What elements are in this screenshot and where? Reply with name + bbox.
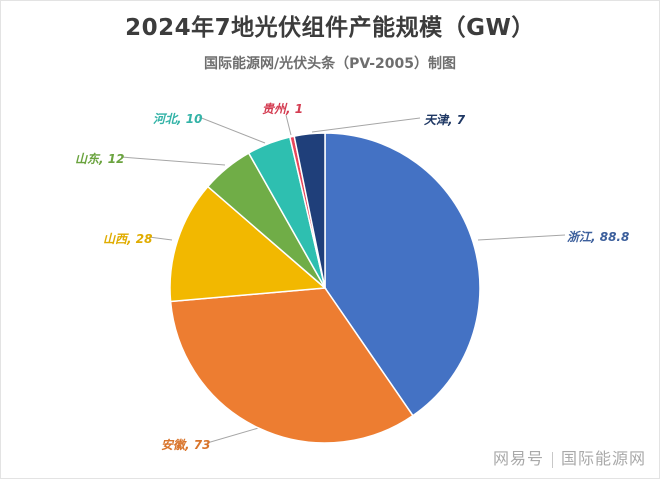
data-label: 浙江, 88.8 [567, 230, 630, 244]
watermark: 网易号 国际能源网 [493, 445, 646, 469]
pie-slice-7[interactable] [293, 132, 326, 289]
pie-slice-2[interactable] [169, 287, 414, 444]
pie-slice-1[interactable] [324, 132, 481, 417]
data-label: 贵州, 1 [262, 102, 304, 116]
watermark-site: 国际能源网 [560, 449, 646, 468]
data-label: 山东, 12 [75, 152, 125, 166]
data-label: 天津, 7 [424, 113, 466, 127]
data-label: 安徽, 73 [161, 438, 211, 452]
leader-line [198, 116, 266, 144]
leader-line [477, 234, 566, 241]
leader-line [206, 426, 263, 444]
leader-line [285, 114, 292, 136]
watermark-source: 网易号 [492, 449, 544, 468]
data-label: 河北, 10 [153, 112, 203, 126]
chart-subtitle: 国际能源网/光伏头条（PV-2005）制图 [204, 56, 456, 72]
leader-line [148, 236, 173, 241]
leader-line [311, 117, 421, 133]
leader-line [120, 156, 226, 166]
pie-slice-3[interactable] [169, 185, 327, 303]
chart-title: 2024年7地光伏组件产能规模（GW） [125, 15, 535, 41]
watermark-divider [551, 451, 553, 468]
data-label: 山西, 28 [103, 232, 153, 246]
